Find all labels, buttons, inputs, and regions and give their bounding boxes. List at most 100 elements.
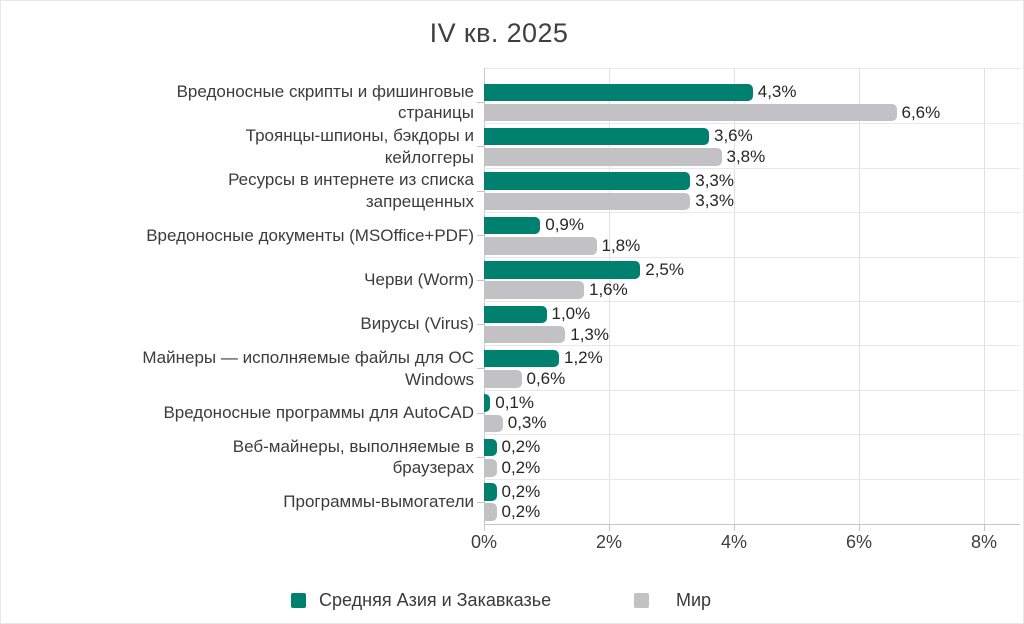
- category-tick: [477, 235, 484, 237]
- bar-world: [484, 237, 597, 255]
- band-separator: [484, 301, 1020, 302]
- category-tick: [477, 457, 484, 459]
- plot-top-border: [484, 68, 1020, 69]
- category-label: Черви (Worm): [364, 270, 474, 290]
- x-axis-tick: [484, 524, 485, 531]
- category-tick: [477, 190, 484, 192]
- value-label: 0,2%: [501, 502, 541, 522]
- bar-central-asia: [484, 394, 491, 412]
- x-axis-tick: [984, 524, 985, 531]
- value-label: 0,2%: [501, 457, 541, 477]
- bar-central-asia: [484, 261, 641, 279]
- chart-row: Троянцы-шпионы, бэкдоры и кейлоггеры 3,6%…: [1, 123, 1023, 168]
- chart-row: Программы-вымогатели 0,2% 0,2%: [1, 478, 1023, 524]
- value-label: 2,5%: [645, 259, 684, 279]
- bar-world: [484, 148, 722, 166]
- value-label: 1,3%: [570, 324, 609, 344]
- chart-row: Черви (Worm) 2,5% 1,6%: [1, 256, 1023, 302]
- bar-central-asia: [484, 483, 497, 501]
- category-label: Майнеры — исполняемые файлы для ОС Windo…: [142, 348, 474, 389]
- bar-central-asia: [484, 127, 709, 146]
- band-separator: [484, 123, 1020, 125]
- value-label: 1,8%: [601, 235, 641, 255]
- vertical-gridline: [859, 68, 860, 524]
- category-tick: [477, 324, 484, 325]
- x-axis-tick: [609, 524, 610, 531]
- x-axis-tick: [734, 524, 735, 531]
- vertical-gridline: [984, 68, 985, 524]
- band-separator: [484, 434, 1020, 436]
- y-axis-line: [484, 68, 485, 530]
- chart-title: IV кв. 2025: [429, 18, 569, 48]
- value-label: 0,2%: [501, 481, 541, 501]
- chart-row: Вредоносные документы (MSOffice+PDF) 0,9%…: [1, 212, 1023, 257]
- legend-label-world: Мир: [676, 590, 712, 610]
- value-label: 6,6%: [901, 102, 941, 122]
- value-label: 0,2%: [501, 437, 541, 457]
- value-label: 0,6%: [526, 368, 566, 388]
- category-label: Ресурсы в интернете из списка запрещенны…: [228, 170, 474, 211]
- chart-row: Веб-майнеры, выполняемые в браузерах 0,2%…: [1, 434, 1023, 479]
- bar-central-asia: [484, 349, 559, 368]
- x-axis-tick: [859, 524, 860, 531]
- category-tick: [477, 279, 484, 281]
- band-separator: [484, 212, 1020, 214]
- value-label: 1,2%: [564, 348, 603, 368]
- bar-world: [484, 414, 503, 433]
- chart-row: Вирусы (Virus) 1,0% 1,3%: [1, 301, 1023, 346]
- bar-world: [484, 459, 497, 477]
- chart-row: Вредоносные программы для AutoCAD 0,1% 0,3…: [1, 389, 1023, 435]
- band-separator: [484, 478, 1020, 480]
- category-label: Веб-майнеры, выполняемые в браузерах: [232, 436, 474, 478]
- chart-row: Ресурсы в интернете из списка запрещенны…: [1, 167, 1023, 213]
- legend-swatch-world: [634, 593, 649, 608]
- category-tick: [477, 102, 484, 103]
- bar-world: [484, 192, 691, 211]
- value-label: 1,6%: [589, 280, 628, 300]
- value-label: 3,8%: [726, 146, 766, 166]
- category-label: Вредоносные документы (MSOffice+PDF): [146, 225, 474, 245]
- x-axis-tick-label: 0%: [470, 532, 497, 552]
- value-label: 4,3%: [757, 82, 797, 101]
- value-label: 3,3%: [695, 170, 734, 190]
- category-tick: [477, 412, 484, 414]
- vertical-gridline: [734, 68, 735, 524]
- category-label: Вирусы (Virus): [360, 314, 474, 334]
- value-label: 3,6%: [714, 126, 753, 146]
- bar-central-asia: [484, 438, 497, 457]
- category-tick: [477, 146, 484, 148]
- legend-label-central-asia: Средняя Азия и Закавказье: [319, 590, 552, 610]
- value-label: 1,0%: [551, 304, 591, 323]
- bar-world: [484, 103, 897, 122]
- value-label: 0,1%: [495, 392, 534, 412]
- bar-central-asia: [484, 216, 541, 235]
- x-axis-tick-label: 8%: [970, 532, 997, 552]
- category-label: Вредоносные скрипты и фишинговые страниц…: [176, 81, 474, 123]
- x-axis-tick-label: 6%: [845, 532, 872, 552]
- bar-world: [484, 281, 584, 299]
- category-tick: [477, 501, 484, 503]
- band-separator: [484, 256, 1020, 258]
- band-separator: [484, 389, 1020, 391]
- x-axis-line: [484, 524, 1020, 525]
- x-axis-tick-label: 4%: [720, 532, 747, 552]
- bar-central-asia: [484, 83, 753, 101]
- x-axis-tick-label: 2%: [595, 532, 622, 552]
- category-label: Вредоносные программы для AutoCAD: [163, 403, 474, 423]
- category-label: Программы-вымогатели: [283, 492, 474, 512]
- bar-central-asia: [484, 305, 547, 323]
- chart-row: Майнеры — исполняемые файлы для ОС Windo…: [1, 345, 1023, 390]
- value-label: 0,3%: [507, 413, 547, 433]
- bar-world: [484, 503, 497, 521]
- bar-world: [484, 370, 522, 388]
- bar-central-asia: [484, 172, 691, 190]
- value-label: 3,3%: [695, 191, 734, 211]
- band-separator: [484, 167, 1020, 169]
- bar-world: [484, 325, 566, 344]
- vertical-gridline: [609, 68, 610, 524]
- band-separator: [484, 345, 1020, 347]
- chart-row: Вредоносные скрипты и фишинговые страниц…: [1, 80, 1023, 124]
- legend-swatch-central-asia: [291, 593, 306, 608]
- value-label: 0,9%: [545, 215, 584, 235]
